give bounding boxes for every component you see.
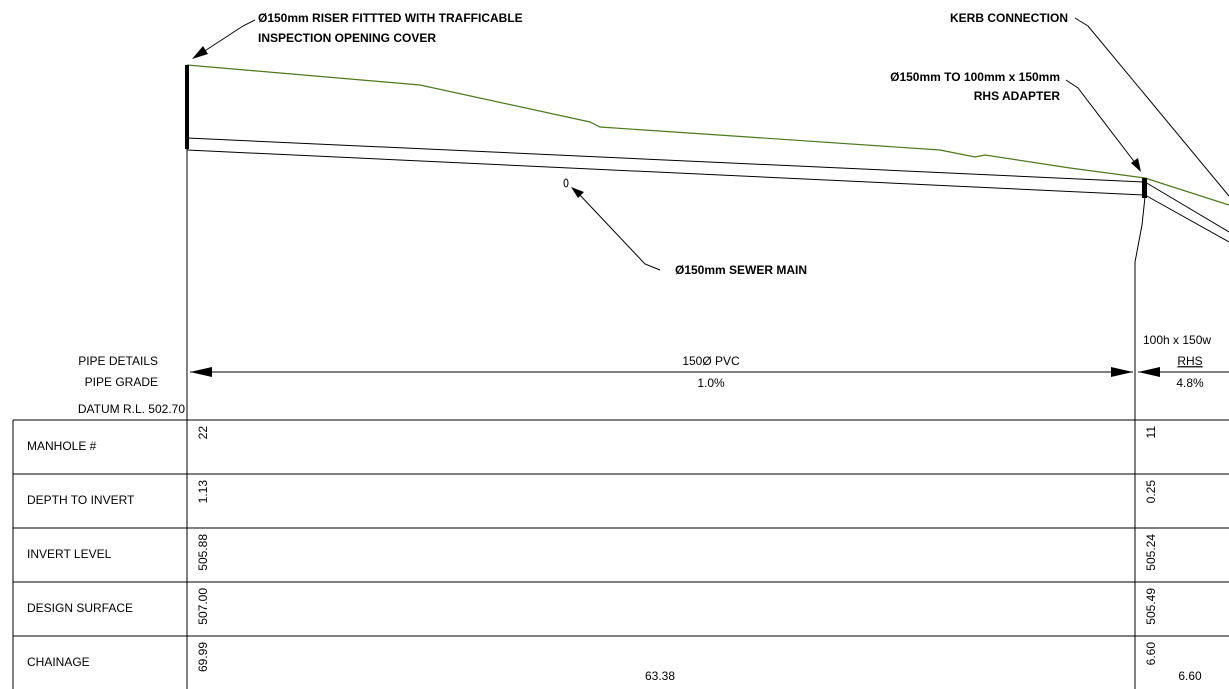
arrowhead	[1131, 158, 1141, 172]
row-label: DEPTH TO INVERT	[27, 493, 135, 507]
cell-value: 11	[1144, 426, 1158, 439]
rhs-top	[1144, 181, 1229, 233]
arrowhead	[1111, 367, 1133, 377]
annotation: Ø150mm RISER FITTTED WITH TRAFFICABLE	[258, 11, 523, 25]
pipe-grade: 4.8%	[1176, 376, 1204, 390]
row-label: CHAINAGE	[27, 655, 90, 669]
cell-value: 22	[196, 426, 210, 440]
row-label: INVERT LEVEL	[27, 547, 112, 561]
arrowhead	[190, 367, 212, 377]
pipe-details: 100h x 150w	[1143, 333, 1211, 347]
chainage-line	[1134, 196, 1146, 689]
cell-value: 505.49	[1144, 588, 1158, 625]
datum: DATUM R.L. 502.70	[78, 402, 185, 416]
leader	[199, 19, 256, 55]
row-label: PIPE GRADE	[85, 375, 158, 389]
table: MANHOLE # 22 11 DEPTH TO INVERT 1.13 0.25 INVE…	[12, 419, 1229, 689]
leader	[1074, 17, 1229, 197]
chainage-length: 63.38	[645, 669, 675, 683]
pipe-top	[186, 137, 1146, 183]
pipe-details: 150Ø PVC	[682, 354, 740, 368]
cell-value: 0.25	[1144, 480, 1158, 504]
chainage-length: 6.60	[1178, 669, 1202, 683]
cell-value: 69.99	[196, 642, 210, 672]
cell-value: 505.24	[1144, 534, 1158, 571]
pipe-bottom	[186, 149, 1146, 196]
pipe-grade: 1.0%	[697, 376, 725, 390]
arrowhead	[192, 46, 208, 59]
rhs-bottom	[1144, 194, 1229, 243]
pipe-details: RHS	[1177, 354, 1202, 368]
cell-value: 505.88	[196, 534, 210, 571]
row-label: MANHOLE #	[27, 439, 97, 453]
row-label: PIPE DETAILS	[78, 354, 158, 368]
annotation: INSPECTION OPENING COVER	[258, 31, 436, 45]
leader	[1065, 79, 1137, 165]
arrowhead	[571, 187, 584, 198]
arrowhead	[1138, 367, 1160, 377]
surface-line	[186, 64, 1229, 206]
cell-value: 507.00	[196, 588, 210, 625]
leader	[577, 192, 661, 271]
annotation: RHS ADAPTER	[974, 89, 1061, 103]
adapter	[1142, 178, 1147, 198]
cell-value: 6.60	[1144, 642, 1158, 666]
cell-value: 1.13	[196, 480, 210, 504]
row-label: DESIGN SURFACE	[27, 601, 133, 615]
annotation: KERB CONNECTION	[950, 11, 1068, 25]
pipe-section-mark	[563, 178, 569, 188]
annotation: Ø150mm SEWER MAIN	[675, 263, 807, 277]
annotation: Ø150mm TO 100mm x 150mm	[890, 70, 1060, 84]
